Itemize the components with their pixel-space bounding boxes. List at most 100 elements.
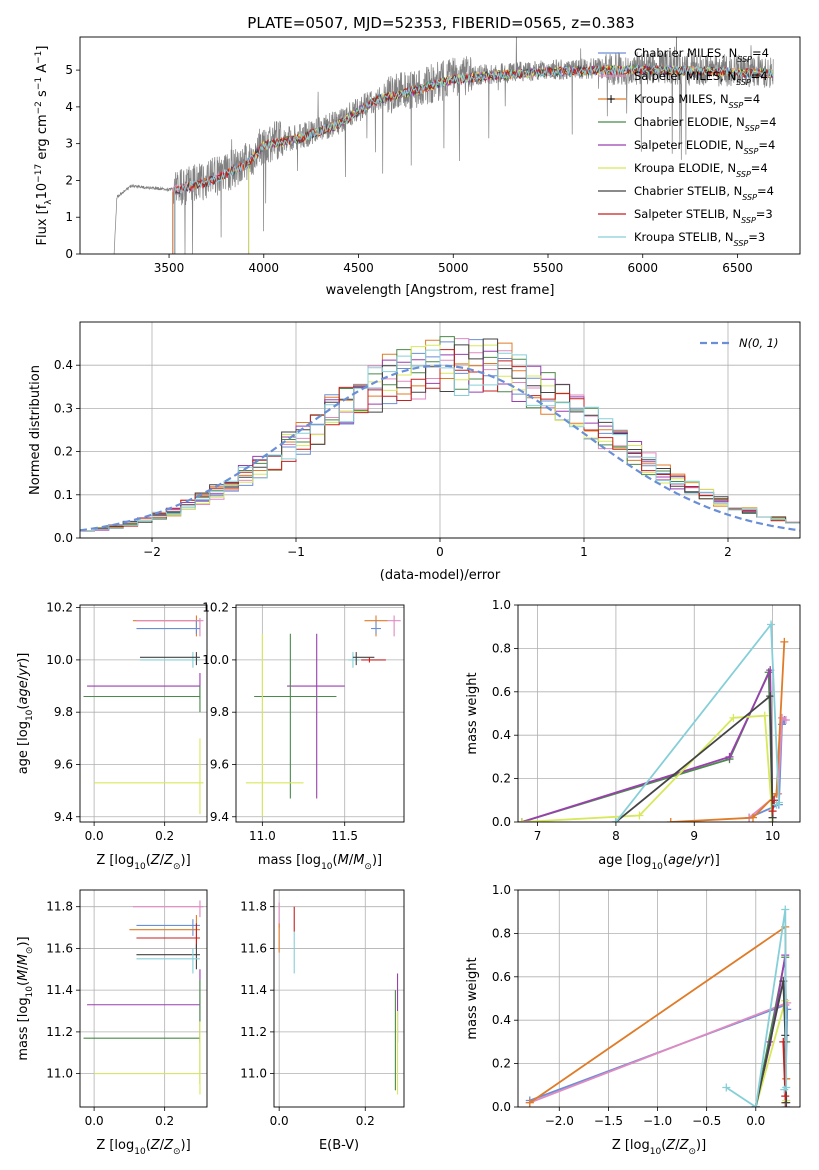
weight-series-SaS: [768, 796, 779, 816]
y-tick-label: 11.6: [240, 941, 267, 955]
x-tick-label: 5500: [533, 261, 564, 275]
weight-series-KrS: [722, 905, 791, 1107]
data-point-SaM: [387, 615, 401, 637]
weight-marker: [749, 813, 757, 822]
x-tick-label: 0.2: [155, 1114, 174, 1128]
x-tick-label: −2: [143, 545, 161, 559]
y-tick-label: 11.4: [46, 983, 73, 997]
x-tick-label: 6500: [722, 261, 753, 275]
y-tick-label: 0.4: [54, 358, 73, 372]
weight-marker: [782, 1098, 791, 1107]
legend-label: Salpeter ELODIE, NSSP=4: [634, 138, 775, 156]
x-tick-label: 0.2: [155, 829, 174, 843]
x-axis-label: Z [log10(Z/Z⊙)]: [96, 1138, 190, 1157]
legend-label: Kroupa STELIB, NSSP=3: [634, 230, 765, 248]
y-tick-label: 0.6: [492, 970, 511, 984]
y-tick-label: 4: [65, 100, 73, 114]
legend-entry: + Kroupa MILES, NSSP=4: [598, 92, 760, 110]
data-point-ChE: [254, 633, 337, 799]
data-point-KrS: [139, 652, 200, 668]
weight-marker: [781, 716, 790, 725]
x-axis-label: Z [log10(Z/Z⊙)]: [96, 853, 190, 872]
data-point-KrE: [94, 738, 204, 815]
residuals-panel: −2 −1 0 1 2 0.0 0.1 0.2 0.3 0.4 (data-model)/error…: [28, 321, 801, 583]
y-axis-label: age [log10(age/yr)]: [16, 653, 35, 775]
y-tick-label: 0.4: [492, 1013, 511, 1027]
mass-metallicity-panel: 0.0 0.2 11.0 11.2 11.4 11.6 11.8 Z [log10(Z/Z⊙)…: [16, 889, 208, 1157]
y-tick-label: 0.0: [492, 815, 511, 829]
massweight-age-panel: 7 8 9 10 0.0 0.2 0.4 0.6 0.8 1.0 age [log10(age/yr…: [465, 598, 801, 872]
figure-title: PLATE=0507, MJD=52353, FIBERID=0565, z=0…: [247, 14, 634, 32]
legend-label: Kroupa ELODIE, NSSP=4: [634, 161, 768, 179]
axes-frame: [79, 36, 801, 255]
data-point-ChM: [371, 620, 381, 634]
y-tick-label: 0.3: [54, 401, 73, 415]
axes-frame: [273, 889, 405, 1108]
x-axis-label: mass [log10(M/M⊙)]: [258, 853, 382, 872]
y-axis-label: Normed distribution: [28, 365, 43, 495]
axes-frame: [79, 889, 208, 1108]
x-axis-label: age [log10(age/yr)]: [598, 853, 720, 872]
data-point-SaM: [132, 900, 204, 918]
data-point-KrE: [245, 633, 304, 817]
grid: [80, 605, 207, 822]
data-point-ChM: [136, 620, 200, 634]
x-tick-label: 6000: [627, 261, 658, 275]
x-tick-label: −0.5: [692, 1114, 721, 1128]
y-tick-label: 0.0: [492, 1100, 511, 1114]
y-tick-label: 10.0: [202, 653, 229, 667]
weight-marker: [611, 818, 620, 822]
weight-marker: [767, 620, 776, 629]
massweight-metallicity-panel: −2.0 −1.5 −1.0 −0.5 0.0 0.0 0.2 0.4 0.6 0.8 1.0 Z […: [465, 883, 801, 1157]
x-tick-label: −1.5: [594, 1114, 623, 1128]
weight-marker: [751, 1103, 760, 1107]
y-tick-label: 1.0: [492, 598, 511, 612]
y-tick-label: 0.8: [492, 641, 511, 655]
x-tick-label: 10: [765, 829, 780, 843]
x-tick-label: 0.0: [85, 1114, 104, 1128]
legend-entry: Chabrier STELIB, NSSP=4: [598, 184, 774, 202]
x-tick-label: 5000: [438, 261, 469, 275]
y-tick-label: 11.8: [240, 900, 267, 914]
weight-marker: [725, 752, 734, 761]
legend-entry: Kroupa STELIB, NSSP=3: [598, 230, 765, 248]
x-axis-label: E(B-V): [319, 1138, 359, 1153]
x-tick-label: 7: [534, 829, 542, 843]
axes-frame: [79, 604, 208, 823]
y-axis-label: Flux [fλ10−17 erg cm−2 s−1 A−1]: [34, 46, 54, 246]
legend-label: Kroupa MILES, NSSP=4: [634, 92, 760, 110]
y-tick-label: 0.4: [492, 728, 511, 742]
y-tick-label: 0.1: [54, 488, 73, 502]
y-tick-label: 2: [65, 173, 73, 187]
x-tick-label: 0.0: [270, 1114, 289, 1128]
axes-frame: [79, 321, 801, 539]
weight-marker: [781, 1092, 790, 1101]
x-tick-label: −2.0: [545, 1114, 574, 1128]
y-axis-label: mass weight: [465, 672, 480, 754]
x-tick-label: 1: [580, 545, 588, 559]
legend-entry: Salpeter MILES, NSSP=4: [598, 69, 768, 87]
x-tick-label: 0.0: [85, 829, 104, 843]
x-tick-label: −1: [287, 545, 305, 559]
weight-series-KrS: [611, 620, 783, 822]
legend-entry: Chabrier ELODIE, NSSP=4: [598, 115, 776, 133]
residual-histogram-SaS: [80, 349, 800, 532]
age-metallicity-panel: 0.0 0.2 9.4 9.6 9.8 10.0 10.2 Z [log10(Z/Z⊙)] ag…: [16, 601, 208, 872]
data-point-KrE: [94, 1021, 201, 1095]
weight-series-KrM: [666, 637, 789, 822]
data-point-SaE: [287, 633, 345, 799]
data-point-KrS: [136, 948, 200, 974]
normal-reference-curve: [80, 364, 800, 532]
weight-marker: [635, 811, 644, 820]
mass-extinction-panel: 0.0 0.2 11.0 11.2 11.4 11.6 11.8 E(B-V): [240, 889, 405, 1153]
data-point-ChE: [83, 686, 201, 713]
y-tick-label: 11.0: [46, 1067, 73, 1081]
weight-marker: [781, 905, 790, 914]
y-tick-label: 10.2: [202, 601, 229, 615]
legend-label: Salpeter STELIB, NSSP=3: [634, 207, 773, 225]
weight-marker: [525, 1098, 534, 1107]
spectrum-legend: Chabrier MILES, NSSP=4 Salpeter MILES, NS…: [598, 46, 776, 248]
weight-marker: [722, 1083, 731, 1092]
y-tick-label: 11.0: [240, 1067, 267, 1081]
y-tick-label: 9.4: [54, 810, 73, 824]
